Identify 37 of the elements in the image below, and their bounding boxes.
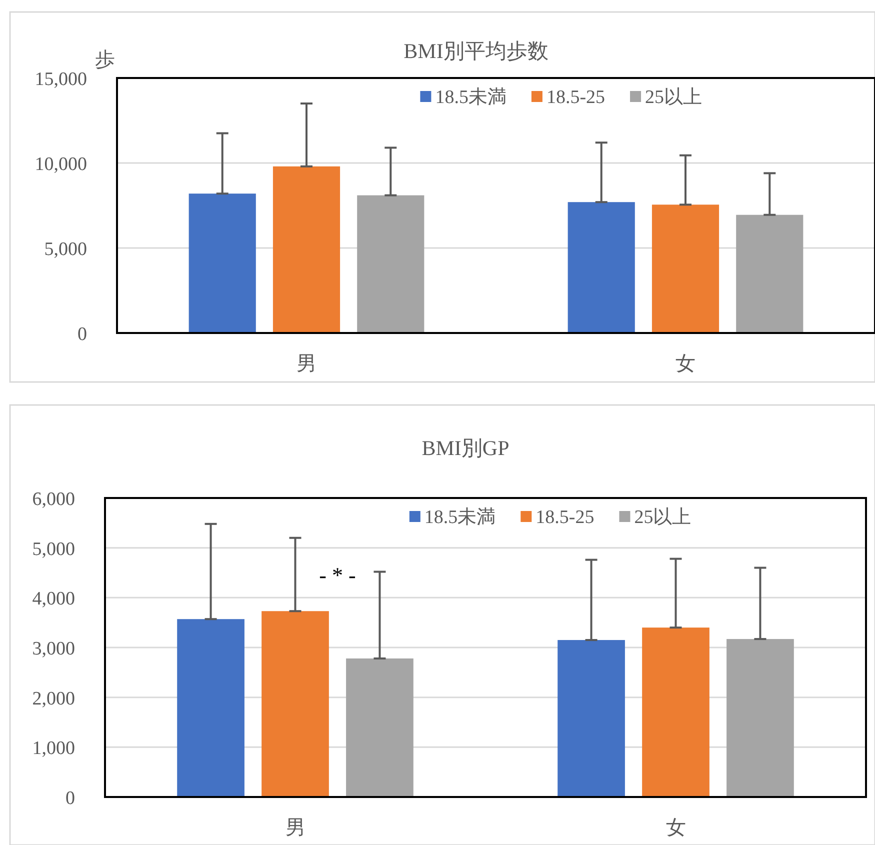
bar <box>357 195 424 333</box>
y-tick-label: 10,000 <box>34 154 87 175</box>
x-tick-label: 女 <box>676 353 696 375</box>
chart-title: BMI別GP <box>422 436 510 460</box>
legend-label: 18.5未満 <box>424 507 496 528</box>
bar <box>177 619 244 797</box>
bar <box>736 214 804 333</box>
annotation: - * - <box>319 562 356 588</box>
bar <box>642 628 710 797</box>
y-tick-label: 0 <box>78 324 87 345</box>
x-tick-label: 男 <box>296 353 316 375</box>
y-tick-label: 0 <box>66 788 75 809</box>
bar <box>188 194 256 333</box>
y-axis-title: 歩 <box>95 49 115 71</box>
bar <box>652 204 720 333</box>
x-tick-label: 男 <box>285 817 306 839</box>
legend-label: 25以上 <box>634 507 692 528</box>
bar <box>568 202 635 333</box>
bar <box>346 658 414 797</box>
bar <box>558 640 625 797</box>
legend-label: 18.5-25 <box>536 507 594 528</box>
legend-label: 25以上 <box>645 87 702 108</box>
bar <box>726 639 794 797</box>
y-tick-label: 5,000 <box>32 538 75 560</box>
bar <box>272 166 340 333</box>
y-tick-label: 6,000 <box>32 489 75 510</box>
x-tick-label: 女 <box>666 817 686 839</box>
legend-label: 18.5-25 <box>546 87 606 108</box>
y-tick-label: 1,000 <box>32 738 75 760</box>
y-tick-label: 5,000 <box>44 239 87 260</box>
y-tick-label: 3,000 <box>32 638 75 660</box>
chart-title: BMI別平均歩数 <box>404 39 548 63</box>
y-tick-label: 15,000 <box>34 69 87 90</box>
bar <box>262 611 329 797</box>
y-tick-label: 4,000 <box>32 588 75 610</box>
legend-label: 18.5未満 <box>435 87 506 108</box>
y-tick-label: 2,000 <box>32 688 75 710</box>
